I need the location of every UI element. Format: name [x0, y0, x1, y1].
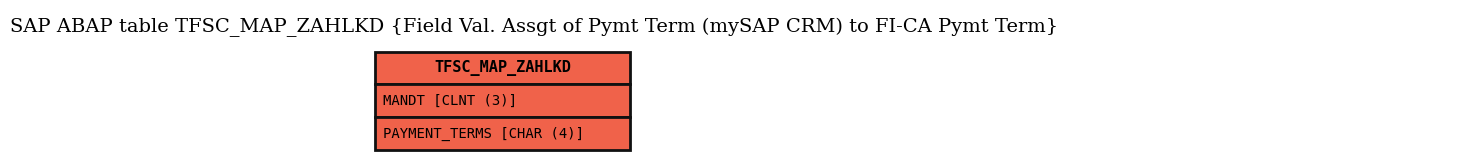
Text: PAYMENT_TERMS [CHAR (4)]: PAYMENT_TERMS [CHAR (4)]: [383, 126, 584, 141]
Bar: [374, 52, 629, 84]
Bar: [374, 84, 629, 117]
Text: SAP ABAP table TFSC_MAP_ZAHLKD {Field Val. Assgt of Pymt Term (mySAP CRM) to FI-: SAP ABAP table TFSC_MAP_ZAHLKD {Field Va…: [10, 18, 1058, 37]
Text: TFSC_MAP_ZAHLKD: TFSC_MAP_ZAHLKD: [434, 60, 571, 76]
Text: MANDT [CLNT (3)]: MANDT [CLNT (3)]: [383, 94, 517, 108]
Bar: [374, 117, 629, 150]
